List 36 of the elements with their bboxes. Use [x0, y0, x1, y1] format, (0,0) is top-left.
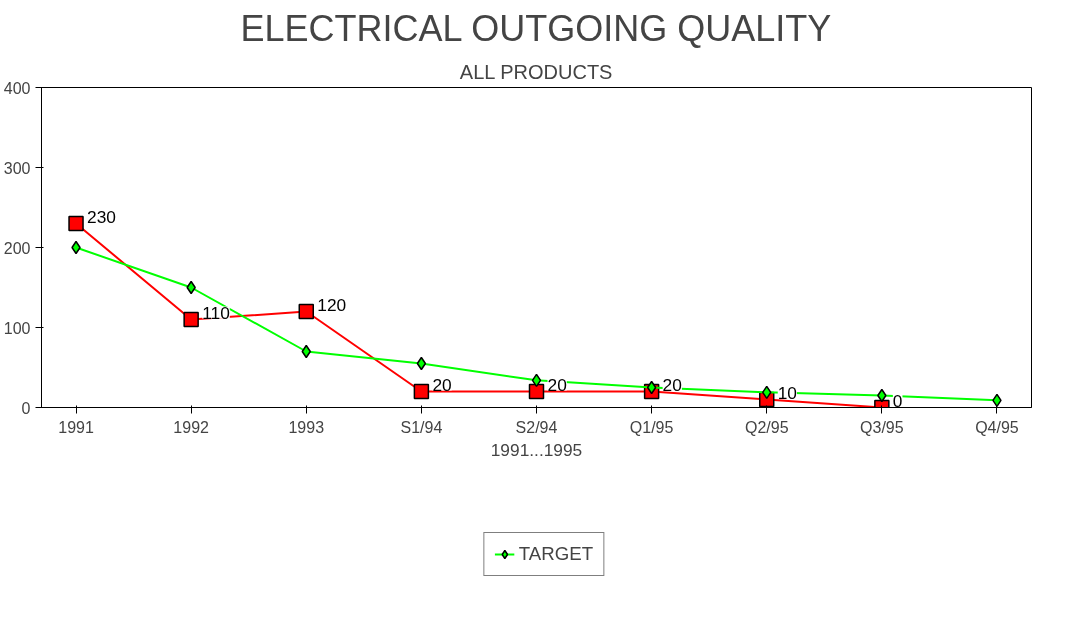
point: [416, 356, 427, 371]
data-label: 230: [87, 206, 116, 227]
data-label: 10: [777, 382, 798, 403]
x-tick-label: 1993: [288, 418, 325, 436]
point: [646, 380, 657, 395]
point: [413, 383, 430, 400]
x-axis-title: 1991...1995: [490, 439, 583, 460]
x-tick-label: S2/94: [515, 418, 558, 436]
y-tick-label: 0: [21, 399, 31, 417]
point: [528, 383, 545, 400]
x-tick-label: Q4/95: [975, 418, 1019, 436]
data-label: 0: [892, 390, 903, 411]
x-tick-label: Q2/95: [744, 418, 789, 436]
point: [301, 344, 312, 359]
data-label: 120: [317, 294, 347, 315]
legend-label: TARGET: [518, 542, 594, 565]
y-tick-label: 100: [3, 319, 31, 337]
data-label: 20: [662, 374, 682, 395]
point: [183, 311, 199, 328]
point: [531, 373, 542, 388]
y-tick-label: 400: [3, 79, 31, 97]
point: [761, 385, 772, 400]
data-label: 20: [547, 374, 567, 395]
point: [68, 215, 84, 232]
x-tick-label: Q1/95: [629, 418, 674, 436]
x-tick-label: Q3/95: [860, 418, 904, 436]
x-tick-label: S1/94: [400, 418, 443, 436]
x-tick-label: 1992: [173, 418, 210, 436]
data-label: 110: [202, 302, 230, 323]
data-label: 20: [432, 374, 452, 395]
x-tick-label: 1991: [58, 418, 94, 436]
chart-subtitle: ALL PRODUCTS: [459, 60, 613, 83]
y-tick-label: 300: [3, 159, 31, 177]
y-tick-label: 200: [3, 239, 31, 257]
point: [298, 303, 315, 320]
chart-title: ELECTRICAL OUTGOING QUALITY: [240, 7, 832, 49]
